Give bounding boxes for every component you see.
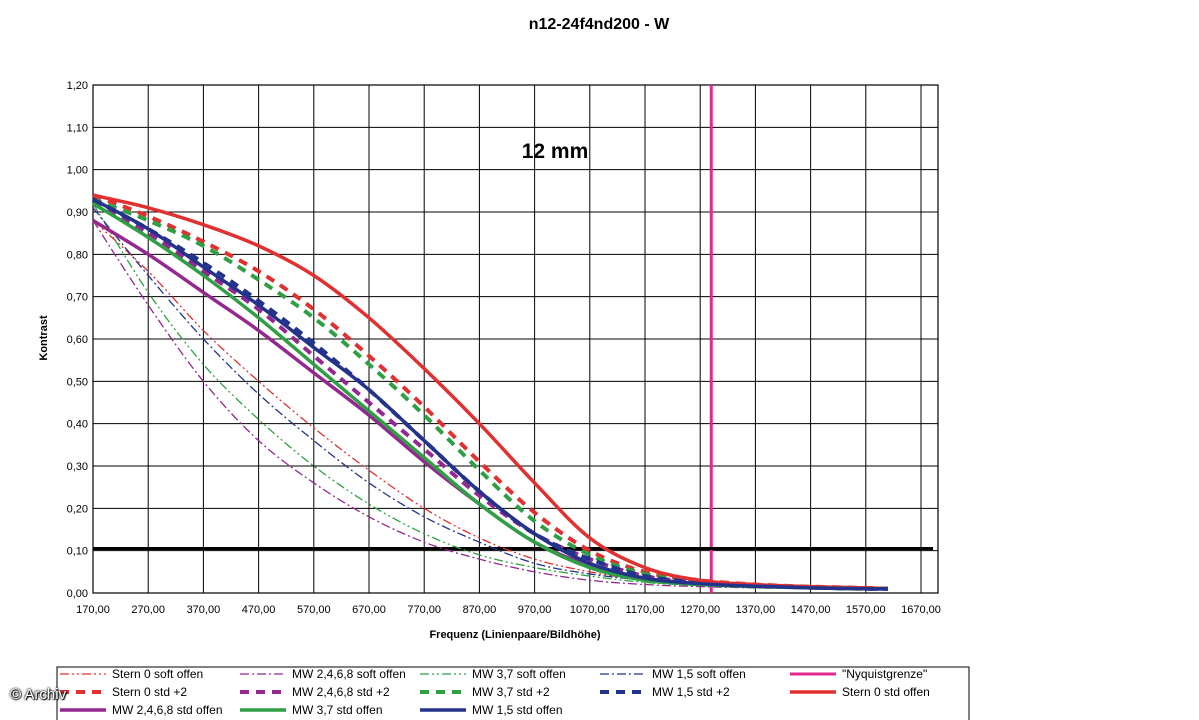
reference-lines (93, 85, 933, 593)
y-tick-label: 1,20 (67, 80, 88, 92)
x-tick-label: 1670,00 (901, 604, 941, 616)
x-tick-label: 1170,00 (626, 604, 665, 616)
legend-label: MW 2,4,6,8 std +2 (292, 685, 390, 699)
x-tick-label: 1570,00 (846, 604, 886, 616)
legend-label: Stern 0 std offen (842, 685, 930, 699)
x-tick-label: 870,00 (463, 604, 497, 616)
y-tick-label: 1,10 (67, 122, 88, 134)
series-line (92, 220, 888, 590)
x-tick-label: 670,00 (352, 604, 386, 616)
x-tick-label: 1070,00 (570, 604, 610, 616)
y-tick-label: 0,70 (67, 292, 88, 304)
y-tick-label: 0,30 (67, 461, 88, 473)
grid (93, 84, 938, 594)
x-axis-label: Frequenz (Linienpaare/Bildhöhe) (429, 629, 600, 641)
x-tick-label: 470,00 (242, 604, 276, 616)
series-line (92, 197, 888, 591)
x-tick-label: 1370,00 (736, 604, 776, 616)
series-line (92, 203, 888, 590)
y-axis-ticks: 0,00 0,10 0,20 0,30 0,40 0,50 0,60 0,70 0,80 0,90… (67, 80, 88, 600)
y-tick-label: 0,00 (67, 588, 88, 600)
series-line (92, 207, 888, 590)
legend-label: MW 3,7 std offen (292, 703, 383, 717)
series-line (92, 202, 888, 591)
y-tick-label: 0,90 (67, 207, 88, 219)
y-tick-label: 0,50 (67, 376, 88, 388)
legend: Stern 0 soft offen MW 2,4,6,8 soft offen M… (56, 666, 970, 720)
series-line (92, 219, 888, 590)
copyright-watermark: © Archiv (10, 686, 67, 703)
legend-label: MW 1,5 std +2 (652, 685, 730, 699)
plot-area (92, 84, 939, 594)
series-line (92, 218, 888, 591)
legend-label: MW 1,5 std offen (472, 703, 563, 717)
chart-title: n12-24f4nd200 - W (529, 16, 670, 33)
y-tick-label: 0,40 (67, 419, 88, 431)
y-tick-label: 0,80 (67, 249, 88, 261)
x-axis-ticks: 170,00 270,00 370,00 470,00 570,00 670,00 770,… (76, 604, 941, 616)
x-tick-label: 1270,00 (680, 604, 720, 616)
x-tick-label: 770,00 (407, 604, 441, 616)
legend-label: MW 2,4,6,8 soft offen (292, 667, 406, 681)
series-line (92, 201, 888, 591)
x-tick-label: 370,00 (187, 604, 221, 616)
x-tick-label: 570,00 (297, 604, 331, 616)
legend-label: Stern 0 soft offen (112, 667, 203, 681)
y-axis-label: Kontrast (38, 315, 50, 361)
plot-frame (92, 84, 939, 594)
x-tick-label: 1470,00 (791, 604, 831, 616)
x-tick-label: 970,00 (518, 604, 552, 616)
focal-length-annotation: 12 mm (522, 140, 589, 163)
y-tick-label: 1,00 (67, 165, 88, 177)
legend-label: MW 3,7 std +2 (472, 685, 550, 699)
x-tick-label: 270,00 (131, 604, 165, 616)
series-line (92, 197, 888, 591)
y-tick-label: 0,20 (67, 503, 88, 515)
legend-label: MW 1,5 soft offen (652, 667, 746, 681)
series-line (92, 197, 888, 591)
x-tick-label: 170,00 (76, 604, 110, 616)
y-tick-label: 0,60 (67, 334, 88, 346)
legend-label: MW 2,4,6,8 std offen (112, 703, 223, 717)
series-group (92, 193, 888, 591)
legend-label: MW 3,7 soft offen (472, 667, 566, 681)
y-tick-label: 0,10 (67, 546, 88, 558)
legend-label: "Nyquistgrenze" (842, 667, 927, 681)
legend-label: Stern 0 std +2 (112, 685, 187, 699)
